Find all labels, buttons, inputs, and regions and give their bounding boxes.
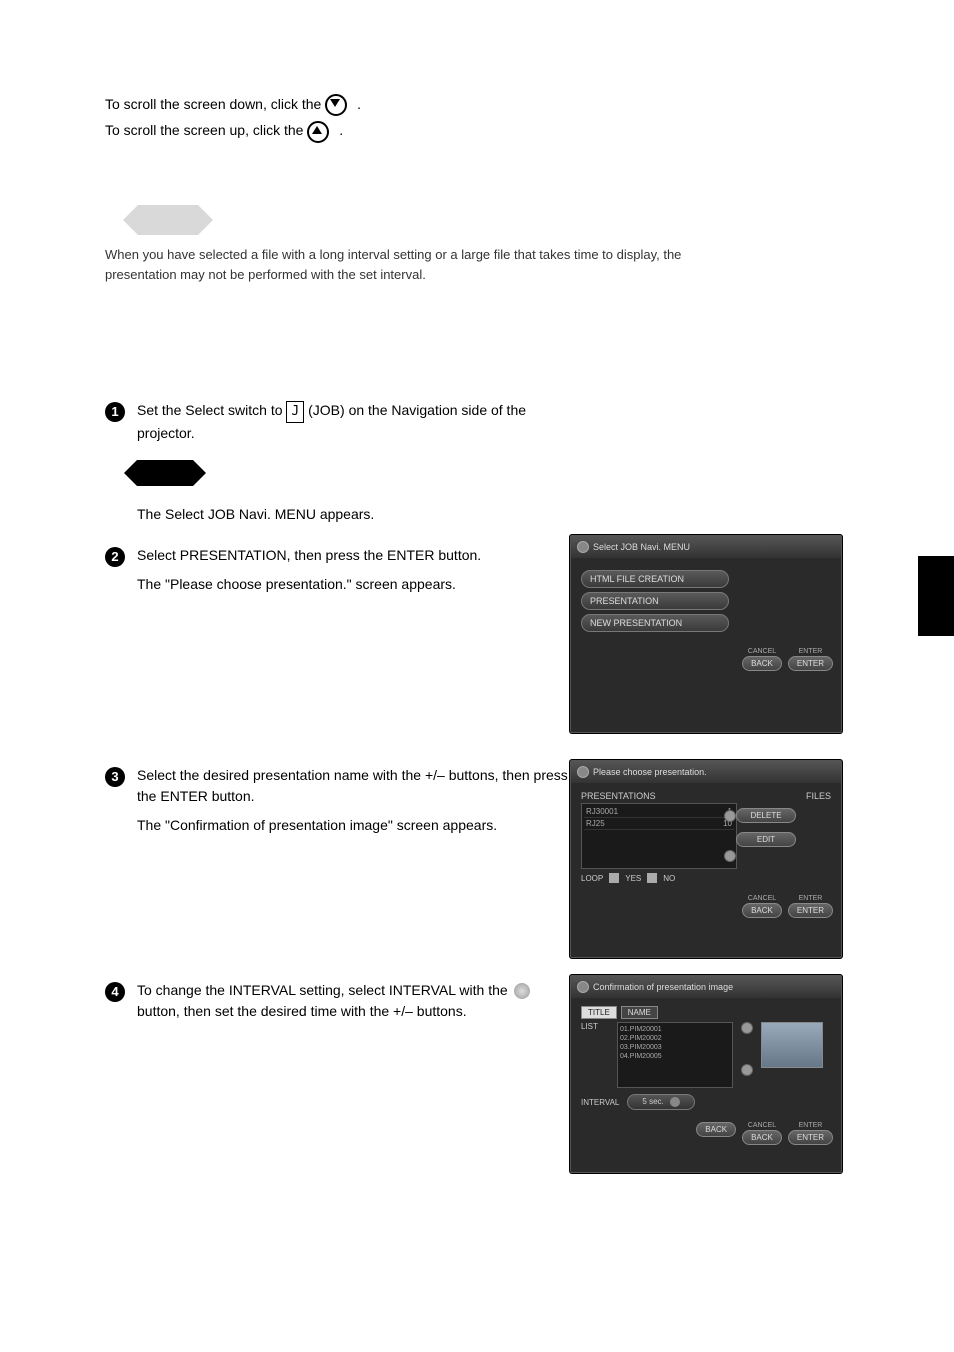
delete-button[interactable]: DELETE (736, 808, 796, 823)
list-item[interactable]: 04.PIM20005 (620, 1052, 730, 1061)
preview-thumbnail (761, 1022, 823, 1068)
menu-item-html-file-creation[interactable]: HTML FILE CREATION (581, 570, 729, 588)
step-3: 3 Select the desired presentation name w… (105, 765, 575, 836)
header-dot-icon (577, 981, 589, 993)
cancel-button[interactable]: BACK (742, 903, 782, 918)
loop-label: LOOP (581, 874, 603, 883)
display-badge (137, 460, 193, 486)
screenshot-footer: BACK CANCELBACK ENTERENTER (571, 1118, 841, 1151)
step-number-badge: 1 (105, 402, 125, 422)
text: To scroll the screen up, click the (105, 122, 303, 138)
screenshot-title: Please choose presentation. (593, 767, 707, 777)
cancel-button[interactable]: BACK (742, 656, 782, 671)
col-presentations: PRESENTATIONS (581, 791, 656, 801)
step-sub: The Select JOB Navi. MENU appears. (137, 504, 575, 525)
screenshot-header: Please choose presentation. (571, 761, 841, 783)
screenshot-header: Confirmation of presentation image (571, 976, 841, 998)
screenshot-title: Confirmation of presentation image (593, 982, 733, 992)
menu-item-presentation[interactable]: PRESENTATION (581, 592, 729, 610)
list-item[interactable]: 01.PIM20001 (620, 1025, 730, 1034)
header-dot-icon (577, 541, 589, 553)
tab-name[interactable]: NAME (621, 1006, 658, 1019)
cell: RJ30001 (586, 807, 618, 816)
yes-label: YES (625, 874, 641, 883)
step-sub: The "Confirmation of presentation image"… (137, 815, 575, 836)
text: To change the INTERVAL setting, select I… (137, 982, 512, 998)
screenshot-header: Select JOB Navi. MENU (571, 536, 841, 558)
no-label: NO (663, 874, 675, 883)
step-1: 1 Set the Select switch to J (JOB) on th… (105, 400, 575, 525)
label: ENTER (788, 1122, 833, 1129)
step-number-badge: 4 (105, 982, 125, 1002)
menu-screenshot-3: Confirmation of presentation image TITLE… (570, 975, 842, 1173)
text: button, then set the desired time with t… (137, 1003, 467, 1019)
hexagon-icon (138, 205, 198, 235)
label: ENTER (788, 648, 833, 655)
presentation-list[interactable]: RJ300011 RJ2510 DELETE EDIT (581, 803, 737, 869)
checkbox-yes[interactable] (609, 873, 619, 883)
scroll-up-icon[interactable] (741, 1022, 753, 1034)
scroll-down-icon[interactable] (724, 850, 736, 862)
step-2: 2 Select PRESENTATION, then press the EN… (105, 545, 575, 595)
loop-row: LOOP YES NO (581, 873, 831, 883)
screenshot-footer: CANCELBACK ENTERENTER (571, 644, 841, 677)
enter-button[interactable]: ENTER (788, 656, 833, 671)
file-list[interactable]: 01.PIM20001 02.PIM20002 03.PIM20003 04.P… (617, 1022, 733, 1088)
list-item[interactable]: RJ300011 (584, 806, 734, 818)
text: . (339, 122, 343, 138)
section-thumb-index (918, 556, 954, 636)
screenshot-footer: CANCELBACK ENTERENTER (571, 891, 841, 924)
text: Select the desired presentation name wit… (137, 765, 575, 807)
tab-row: TITLE NAME (581, 1006, 831, 1019)
edit-button[interactable]: EDIT (736, 832, 796, 847)
tab-title[interactable]: TITLE (581, 1006, 617, 1019)
back-button[interactable]: BACK (696, 1122, 736, 1137)
scroll-down-icon[interactable] (741, 1064, 753, 1076)
label: CANCEL (742, 895, 782, 902)
jog-dial-icon (514, 983, 530, 999)
text: To scroll the screen down, click the (105, 96, 321, 112)
menu-item-new-presentation[interactable]: NEW PRESENTATION (581, 614, 729, 632)
text: Select PRESENTATION, then press the ENTE… (137, 545, 575, 566)
list-item[interactable]: 03.PIM20003 (620, 1043, 730, 1052)
screenshot-title: Select JOB Navi. MENU (593, 542, 690, 552)
label: CANCEL (742, 648, 782, 655)
step-number-badge: 3 (105, 767, 125, 787)
cancel-button[interactable]: BACK (742, 1130, 782, 1145)
column-headers: PRESENTATIONS FILES (581, 791, 831, 801)
menu-screenshot-1: Select JOB Navi. MENU HTML FILE CREATION… (570, 535, 842, 733)
page: To scroll the screen down, click the . T… (0, 0, 954, 1352)
list-label: LIST (581, 1022, 609, 1031)
cell: RJ25 (586, 819, 605, 828)
scroll-up-icon[interactable] (724, 810, 736, 822)
col-files: FILES (806, 791, 831, 801)
scroll-instructions: To scroll the screen down, click the . T… (105, 90, 745, 147)
interval-label: INTERVAL (581, 1098, 619, 1107)
header-dot-icon (577, 766, 589, 778)
interval-row: INTERVAL 5 sec. (581, 1094, 831, 1110)
label: CANCEL (742, 1122, 782, 1129)
j-box-icon: J (286, 401, 304, 423)
list-item[interactable]: 02.PIM20002 (620, 1034, 730, 1043)
note-text: When you have selected a file with a lon… (105, 245, 745, 284)
text: . (357, 96, 361, 112)
scroll-down-icon (325, 94, 347, 116)
scroll-up-icon (307, 121, 329, 143)
step-number-badge: 2 (105, 547, 125, 567)
stepper-icon[interactable] (670, 1097, 680, 1107)
list-item[interactable]: RJ2510 (584, 818, 734, 830)
text: Set the Select switch to (137, 402, 286, 418)
checkbox-no[interactable] (647, 873, 657, 883)
enter-button[interactable]: ENTER (788, 903, 833, 918)
text: 5 sec. (642, 1097, 663, 1106)
step-sub: The "Please choose presentation." screen… (137, 574, 575, 595)
step-4: 4 To change the INTERVAL setting, select… (105, 980, 575, 1022)
menu-screenshot-2: Please choose presentation. PRESENTATION… (570, 760, 842, 958)
enter-button[interactable]: ENTER (788, 1130, 833, 1145)
interval-value[interactable]: 5 sec. (627, 1094, 695, 1110)
note-badge (138, 205, 198, 240)
label: ENTER (788, 895, 833, 902)
